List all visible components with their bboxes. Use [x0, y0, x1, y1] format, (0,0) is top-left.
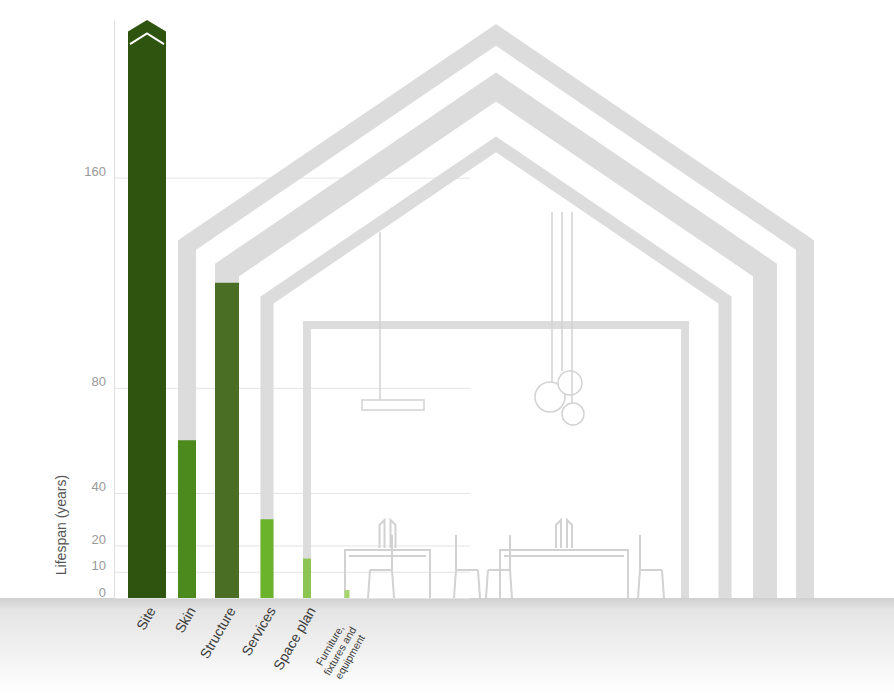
- tick-label: 40: [92, 479, 106, 494]
- chair: [368, 535, 394, 598]
- room-outline: [307, 325, 685, 598]
- tick-label: 10: [92, 558, 106, 573]
- tick-label: 160: [84, 164, 106, 179]
- category-label: Skin: [171, 604, 198, 636]
- bar: [261, 519, 274, 598]
- pendant-cord: [571, 212, 573, 403]
- label-line: equipment: [332, 632, 367, 681]
- pendant: [558, 371, 582, 395]
- lamp: [362, 400, 424, 410]
- chart-svg: 0 10 20 40 80 160 Lifespan (years) Site SkinStru…: [0, 0, 894, 695]
- pendant: [562, 403, 584, 425]
- category-label: Services: [238, 604, 279, 658]
- monitor: [380, 520, 396, 548]
- bar: [128, 20, 166, 598]
- house-decoration: [187, 35, 805, 598]
- monitor: [556, 520, 572, 548]
- chart-container: 0 10 20 40 80 160 Lifespan (years) Site SkinStru…: [0, 0, 894, 695]
- bar: [178, 440, 196, 598]
- axis-title: Lifespan (years): [53, 475, 69, 575]
- tick-label: 80: [92, 374, 106, 389]
- house-outline: [267, 144, 725, 598]
- desk: [500, 550, 628, 598]
- category-label: Furniture,fixtures andequipment: [311, 618, 369, 683]
- bar: [215, 283, 239, 598]
- grid-line: [114, 545, 470, 546]
- grid-line: [114, 493, 470, 494]
- chair: [638, 535, 664, 598]
- y-axis: 0 10 20 40 80 160: [84, 21, 470, 600]
- tick-label: 20: [92, 532, 106, 547]
- desk: [345, 550, 430, 598]
- tick-label: 0: [99, 585, 106, 600]
- chair: [454, 535, 480, 598]
- category-label: Structure: [197, 604, 239, 661]
- pendant-cord: [551, 212, 553, 382]
- pendant-cord: [561, 212, 563, 371]
- bar-arrow: [130, 33, 164, 44]
- category-labels: Site SkinStructureServicesSpace planFurni…: [133, 604, 369, 683]
- category-label: Site: [133, 604, 159, 633]
- bar: [345, 590, 350, 598]
- bars: [128, 20, 350, 598]
- grid-line: [114, 572, 470, 573]
- ground: [0, 598, 894, 695]
- axis-line: [114, 21, 115, 599]
- house-outline: [187, 35, 805, 598]
- lamp-cord: [379, 232, 381, 400]
- category-label: Space plan: [270, 604, 319, 673]
- grid-line: [114, 388, 470, 389]
- bar: [303, 559, 311, 598]
- chair: [486, 535, 512, 598]
- grid-line: [114, 598, 470, 599]
- house-outline: [227, 87, 765, 598]
